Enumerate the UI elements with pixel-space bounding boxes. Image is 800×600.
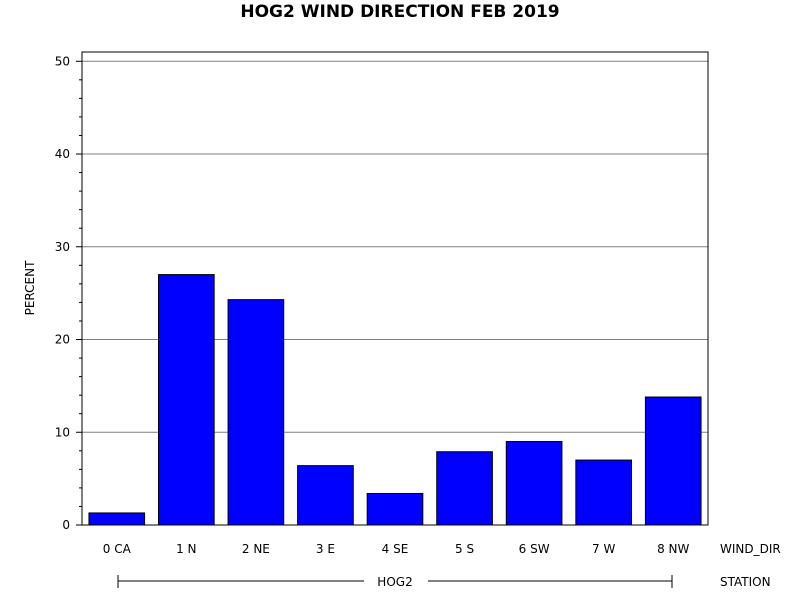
x-tick-label: 6 SW [519, 542, 550, 556]
x-tick-label: 3 E [316, 542, 335, 556]
bar [436, 451, 493, 526]
y-tick-label: 30 [55, 240, 70, 254]
x-tick-label: 7 W [592, 542, 615, 556]
x-tick-label: 8 NW [657, 542, 689, 556]
x-tick-label: 1 N [176, 542, 196, 556]
plot-frame [81, 51, 709, 526]
y-tick-label: 50 [55, 54, 70, 68]
y-axis-label: PERCENT [23, 260, 37, 315]
x-axis: 0 CA 1 N 2 NE 3 E 4 SE 5 S 6 SW 7 W 8 NW [103, 542, 690, 556]
category-axis-label: WIND_DIR [720, 542, 781, 556]
y-tick-label: 0 [62, 518, 70, 532]
bar [227, 299, 285, 526]
bar [366, 492, 424, 526]
bar [88, 512, 146, 526]
y-axis: 0 10 20 30 40 50 [55, 54, 82, 532]
bar [297, 465, 354, 526]
group-label: HOG2 [377, 575, 412, 589]
bar [575, 459, 632, 526]
group-axis-label: STATION [720, 575, 771, 589]
x-tick-label: 4 SE [382, 542, 409, 556]
y-tick-label: 20 [55, 333, 70, 347]
bar [505, 441, 563, 526]
bar [158, 274, 215, 526]
bars [88, 274, 702, 526]
y-tick-label: 10 [55, 425, 70, 439]
x-tick-label: 2 NE [242, 542, 270, 556]
chart-title: HOG2 WIND DIRECTION FEB 2019 [240, 2, 559, 22]
y-tick-label: 40 [55, 147, 70, 161]
x-tick-label: 0 CA [103, 542, 132, 556]
bar [644, 396, 702, 526]
x-tick-label: 5 S [455, 542, 474, 556]
